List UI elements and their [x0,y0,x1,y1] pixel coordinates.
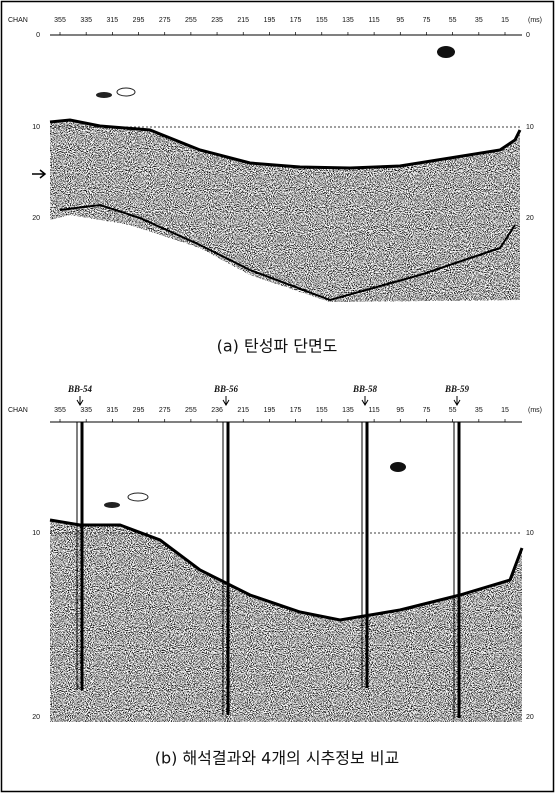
caption: (b) 해석결과와 4개의 시추정보 비교 [155,749,400,768]
x-tick-label: 135 [342,17,354,24]
borehole-label: BB-56 [213,384,239,394]
depth-label: 10 [32,124,40,131]
x-tick-label: 35 [475,407,483,414]
depth-label: 0 [526,32,530,39]
depth-label: 20 [526,714,534,721]
x-tick-label: 175 [290,17,302,24]
depth-label: 10 [32,530,40,537]
x-tick-label: 215 [237,17,249,24]
x-tick-label: 15 [501,407,509,414]
x-tick-label: 55 [449,17,457,24]
x-tick-label: 315 [107,17,119,24]
x-tick-label: 255 [185,407,197,414]
depth-label: 10 [526,530,534,537]
section-b [50,422,522,722]
unit-label: (ms) [528,407,542,414]
x-tick-label: 175 [290,407,302,414]
x-tick-label: 335 [80,407,92,414]
x-tick-label: 135 [342,407,354,414]
x-tick-label: 55 [449,407,457,414]
borehole-label: BB-59 [444,384,470,394]
section-a [32,46,522,310]
x-tick-label: 335 [80,17,92,24]
x-tick-label: 255 [185,17,197,24]
x-tick-label: 155 [316,407,328,414]
x-tick-label: 75 [423,17,431,24]
x-tick-label: 195 [264,407,276,414]
x-tick-label: 75 [423,407,431,414]
borehole-arrow [223,396,229,405]
x-tick-label: 95 [396,17,404,24]
borehole-arrow [362,396,368,405]
unit-label: (ms) [528,17,542,24]
caption: (a) 탄성파 단면도 [217,337,338,356]
depth-label: 20 [32,215,40,222]
x-tick-label: 115 [369,407,380,414]
x-tick-label: 155 [316,17,328,24]
borehole-label: BB-58 [352,384,378,394]
x-tick-label: 236 [211,407,223,414]
x-tick-label: 195 [264,17,276,24]
x-tick-label: 115 [369,17,380,24]
x-tick-label: 15 [501,17,509,24]
x-tick-label: 315 [107,407,119,414]
x-tick-label: 295 [133,407,145,414]
axis-label: CHAN [8,407,28,414]
x-tick-label: 355 [54,407,66,414]
x-tick-label: 355 [54,17,66,24]
x-tick-label: 275 [159,17,171,24]
depth-label: 10 [526,124,534,131]
figure: (a) 탄성파 단면도 (b) 해석결과와 4개의 시추정보 비교 CHAN 35… [0,0,555,793]
x-tick-label: 35 [475,17,483,24]
x-tick-label: 235 [211,17,223,24]
depth-label: 0 [36,32,40,39]
axis-label: CHAN [8,17,28,24]
x-tick-label: 95 [396,407,404,414]
depth-label: 20 [32,714,40,721]
x-tick-label: 295 [133,17,145,24]
borehole-label: BB-54 [67,384,93,394]
x-tick-label: 275 [159,407,171,414]
borehole-arrow [77,396,83,405]
x-tick-label: 215 [237,407,249,414]
depth-label: 20 [526,215,534,222]
borehole-arrow [454,396,460,405]
